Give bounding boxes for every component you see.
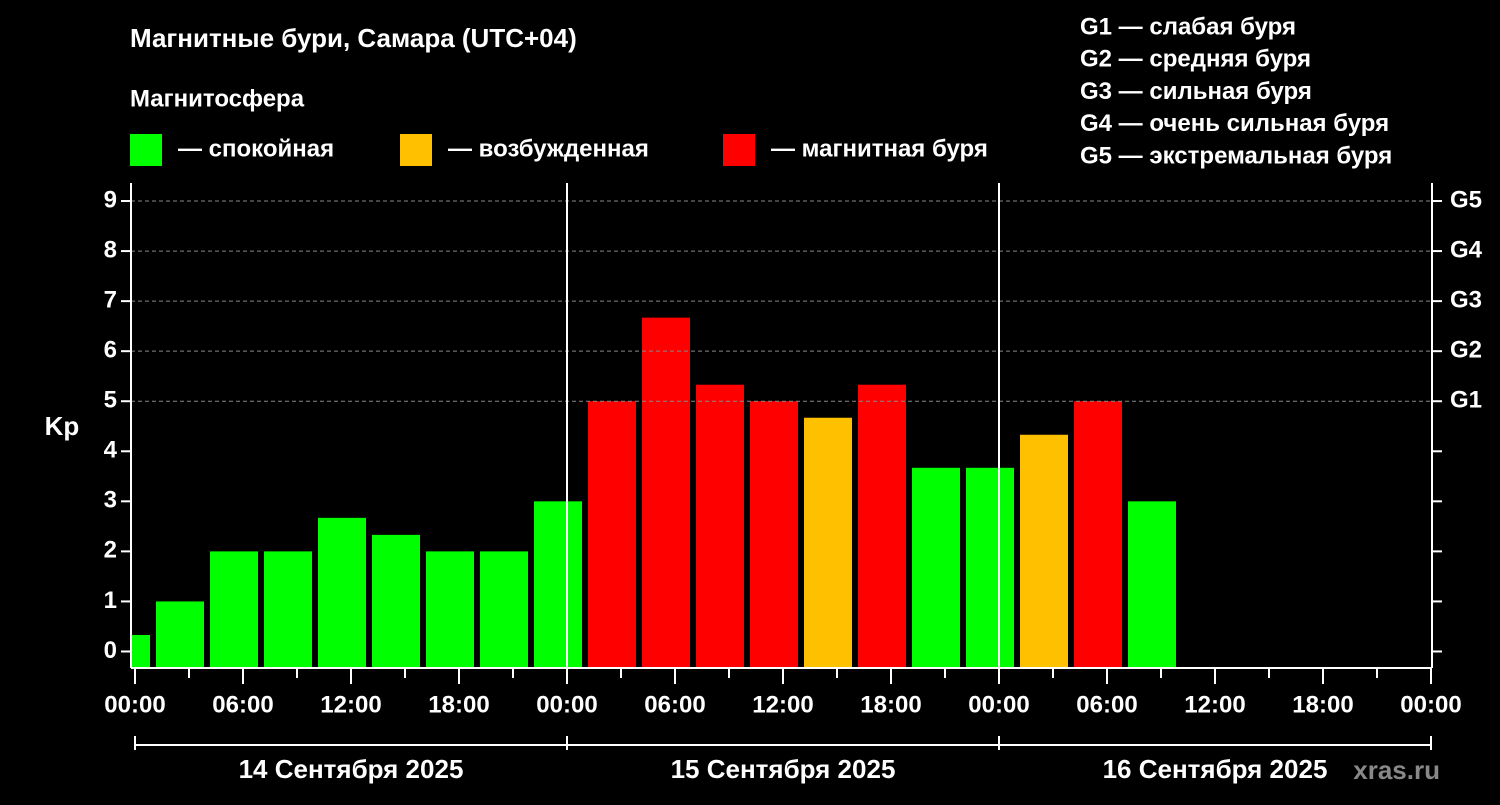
y-tick-label: 7: [104, 286, 117, 313]
y2-tick-label: G5: [1450, 186, 1482, 213]
level-label: G1 — слабая буря: [1080, 13, 1296, 40]
y-tick-label: 6: [104, 337, 117, 364]
legend-swatch: [723, 134, 755, 166]
bar: [318, 517, 366, 668]
watermark: xras.ru: [1353, 755, 1440, 785]
bar: [912, 467, 960, 668]
bar: [1074, 401, 1122, 668]
y-tick-label: 1: [104, 587, 117, 614]
level-label: G3 — сильная буря: [1080, 78, 1312, 105]
chart-subtitle: Магнитосфера: [130, 85, 305, 112]
bar: [966, 467, 1014, 668]
bar: [804, 417, 852, 668]
x-tick-label: 00:00: [536, 691, 597, 718]
day-label: 15 Сентября 2025: [671, 754, 896, 784]
y-tick-label: 8: [104, 236, 117, 263]
day-label: 16 Сентября 2025: [1103, 754, 1328, 784]
bar: [534, 501, 582, 668]
y-tick-label: 4: [104, 437, 118, 464]
legend-label: — магнитная буря: [771, 135, 988, 162]
bar: [750, 401, 798, 668]
x-tick-label: 06:00: [1076, 691, 1137, 718]
bar: [858, 384, 906, 668]
y2-tick-label: G4: [1450, 236, 1483, 263]
legend-label: — спокойная: [178, 135, 334, 162]
y-tick-label: 0: [104, 637, 117, 664]
bar: [1128, 501, 1176, 668]
x-tick-label: 18:00: [1292, 691, 1353, 718]
y-tick-label: 2: [104, 537, 117, 564]
x-tick-label: 00:00: [104, 691, 165, 718]
bar: [264, 551, 312, 668]
x-tick-label: 06:00: [644, 691, 705, 718]
bar: [480, 551, 528, 668]
x-tick-label: 06:00: [212, 691, 273, 718]
bar: [642, 317, 690, 668]
bar: [372, 534, 420, 668]
bar: [696, 384, 744, 668]
level-label: G5 — экстремальная буря: [1080, 143, 1392, 170]
x-tick-label: 00:00: [968, 691, 1029, 718]
y-axis-label: Kp: [45, 411, 80, 441]
x-tick-label: 12:00: [320, 691, 381, 718]
legend-label: — возбужденная: [448, 135, 649, 162]
bar: [210, 551, 258, 668]
x-tick-label: 18:00: [860, 691, 921, 718]
day-label: 14 Сентября 2025: [239, 754, 464, 784]
legend-swatch: [400, 134, 432, 166]
bars: [131, 317, 1176, 668]
y-tick-label: 3: [104, 487, 117, 514]
bar: [156, 601, 204, 668]
x-tick-label: 12:00: [752, 691, 813, 718]
y2-tick-label: G3: [1450, 286, 1482, 313]
y-tick-label: 9: [104, 186, 117, 213]
x-tick-label: 00:00: [1400, 691, 1461, 718]
x-tick-label: 12:00: [1184, 691, 1245, 718]
y-tick-label: 5: [104, 387, 117, 414]
bar: [131, 634, 150, 668]
bar: [426, 551, 474, 668]
x-tick-label: 18:00: [428, 691, 489, 718]
level-label: G4 — очень сильная буря: [1080, 110, 1389, 137]
y2-tick-label: G1: [1450, 387, 1482, 414]
chart-title: Магнитные бури, Самара (UTC+04): [130, 23, 577, 53]
bar: [1020, 434, 1068, 668]
level-label: G2 — средняя буря: [1080, 46, 1311, 73]
y2-tick-label: G2: [1450, 337, 1482, 364]
bar: [588, 401, 636, 668]
legend-swatch: [130, 134, 162, 166]
